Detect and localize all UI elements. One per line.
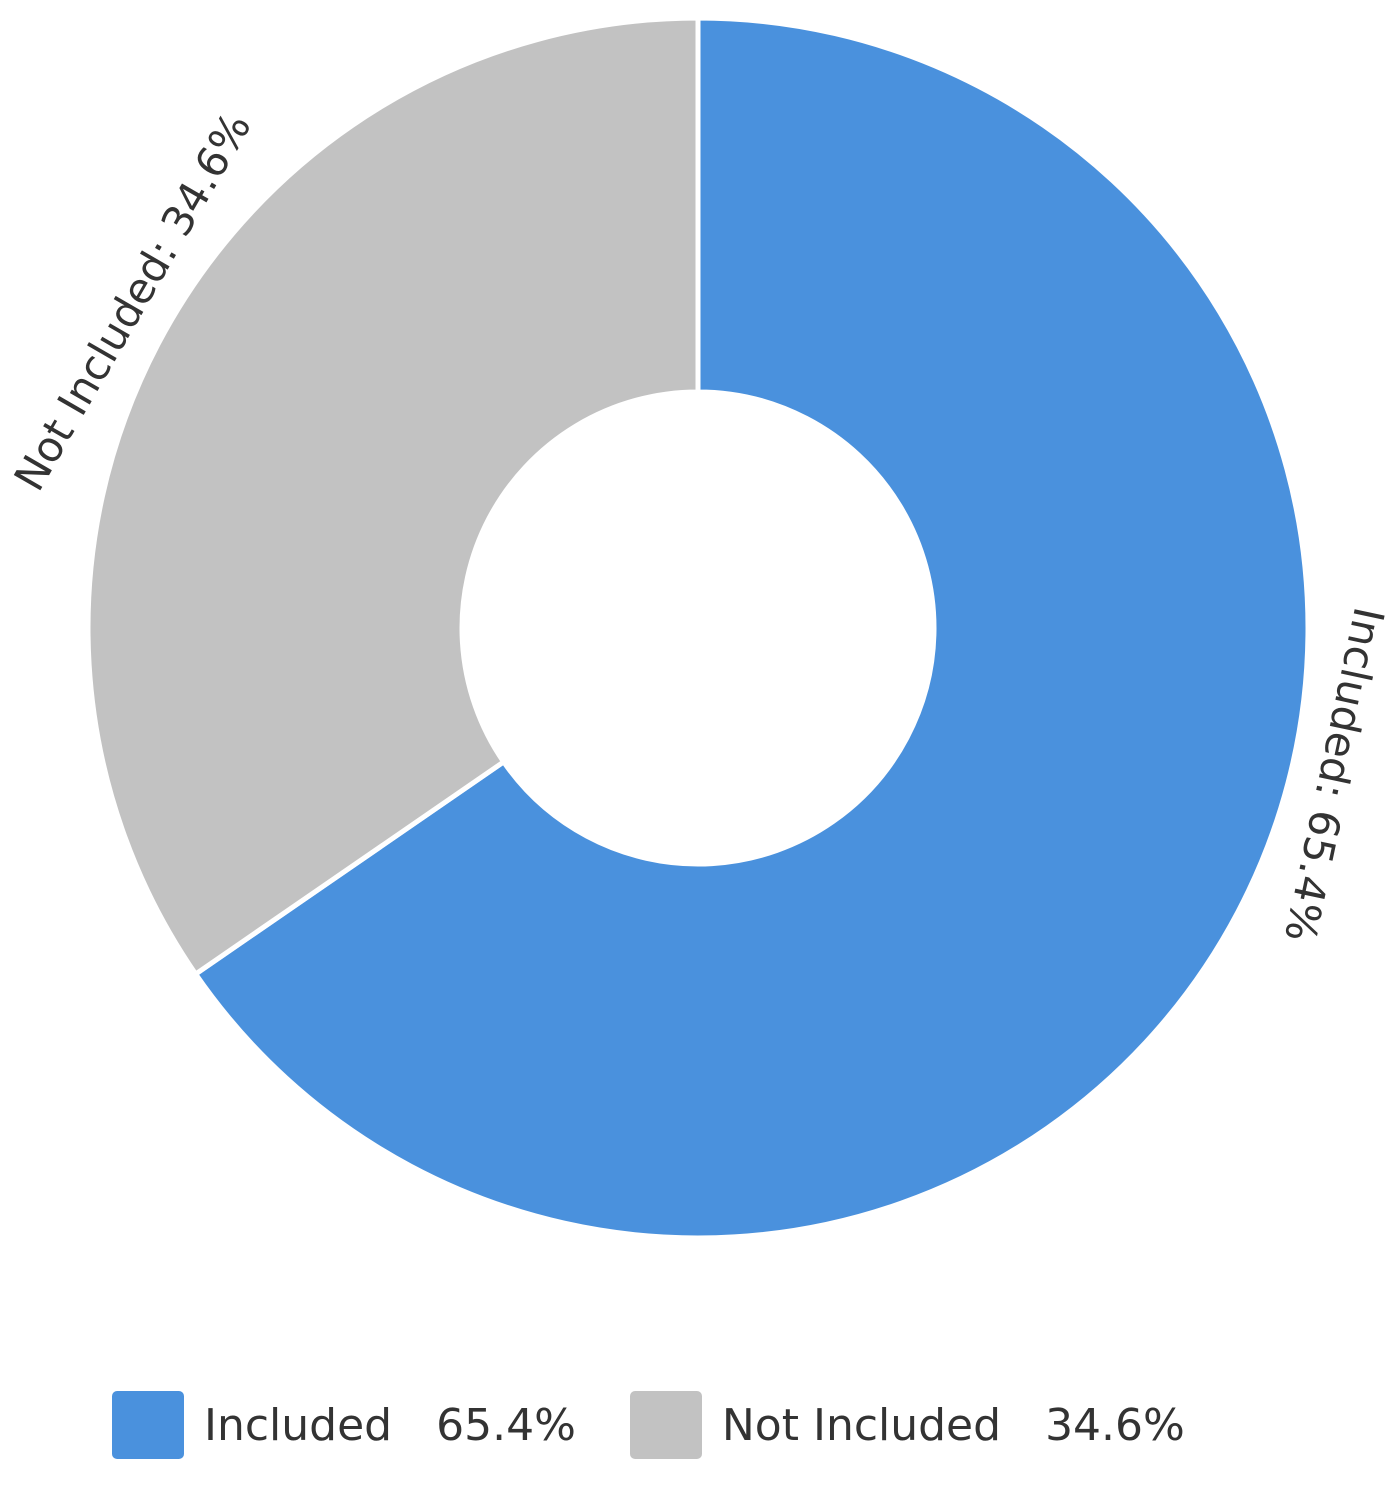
legend-item-included[interactable]: Included 65.4% <box>112 1391 576 1459</box>
legend-swatch-included <box>112 1391 184 1459</box>
legend-value-included: 65.4% <box>436 1399 576 1451</box>
legend-value-not-included: 34.6% <box>1045 1399 1185 1451</box>
legend-label-not-included: Not Included <box>721 1399 1002 1451</box>
chart-legend: Included 65.4% Not Included 34.6% <box>112 1390 1239 1460</box>
legend-swatch-not-included <box>629 1391 702 1459</box>
slice-not-included[interactable] <box>85 15 701 978</box>
legend-item-not-included[interactable]: Not Included 34.6% <box>629 1391 1185 1459</box>
legend-label-included: Included <box>204 1399 393 1451</box>
slice-included[interactable] <box>192 15 1311 1241</box>
